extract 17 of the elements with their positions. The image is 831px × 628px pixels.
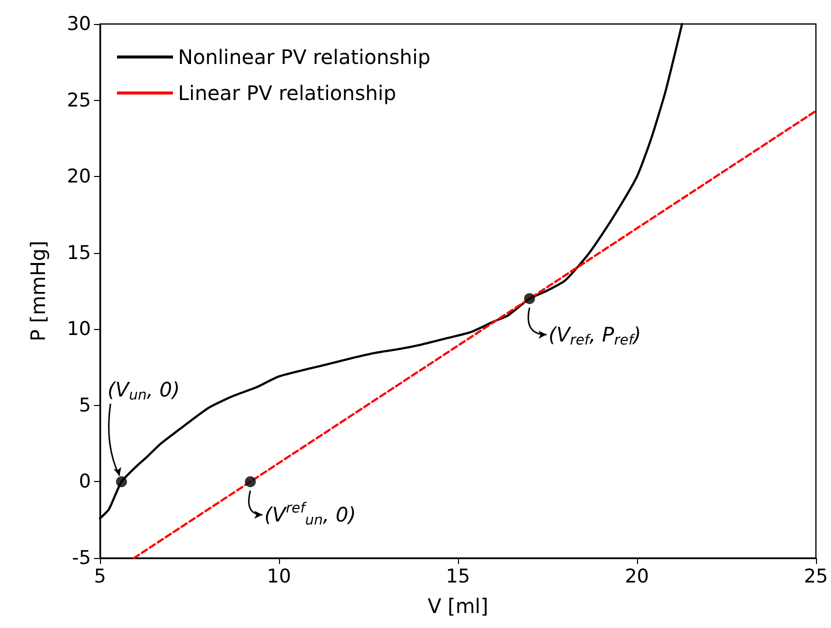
y-axis-title: P [mmHg] — [26, 240, 50, 342]
legend-label: Linear PV relationship — [178, 81, 396, 105]
legend-label: Nonlinear PV relationship — [178, 45, 430, 69]
y-tick-label: 0 — [78, 470, 91, 493]
x-tick-label: 15 — [446, 566, 470, 588]
y-tick-label: 20 — [66, 166, 91, 188]
x-axis-title: V [ml] — [428, 594, 488, 618]
x-tick-label: 25 — [804, 566, 828, 588]
y-tick-label: 15 — [66, 242, 91, 264]
x-tick-label: 10 — [266, 566, 292, 588]
y-tick-label: 10 — [66, 318, 91, 340]
x-tick-label: 5 — [94, 566, 106, 588]
y-tick-label: 25 — [66, 89, 91, 112]
y-tick-label: 5 — [78, 394, 91, 416]
y-tick-label: -5 — [72, 547, 91, 569]
x-tick-label: 20 — [624, 566, 650, 588]
y-tick-label: 30 — [66, 13, 91, 35]
